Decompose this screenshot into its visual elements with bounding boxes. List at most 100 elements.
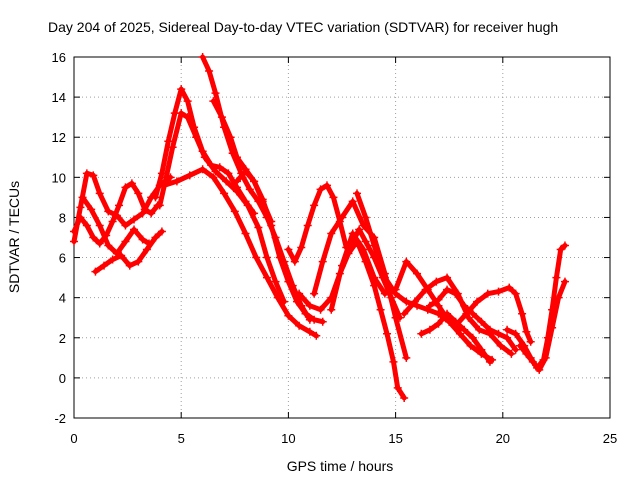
data-point <box>376 305 385 314</box>
data-point <box>275 253 284 262</box>
data-point <box>355 225 364 234</box>
data-point <box>338 213 346 222</box>
data-point <box>400 393 409 402</box>
data-point <box>535 365 544 374</box>
data-point <box>104 207 113 216</box>
data-point <box>121 237 130 246</box>
series-trace <box>517 279 568 373</box>
data-point <box>462 309 471 318</box>
data-point <box>402 257 411 266</box>
data-point <box>134 189 143 198</box>
data-point <box>209 173 218 182</box>
y-tick-label: 16 <box>52 50 66 65</box>
data-point <box>222 177 231 186</box>
data-point <box>151 233 160 242</box>
data-point <box>423 305 432 314</box>
data-point <box>295 289 304 298</box>
data-point <box>297 243 306 252</box>
data-point <box>267 221 276 230</box>
data-point <box>254 223 263 232</box>
data-point <box>76 213 85 222</box>
data-point <box>318 317 327 326</box>
data-point <box>70 227 78 236</box>
data-point <box>112 249 121 258</box>
data-point <box>76 203 85 212</box>
data-point <box>177 109 186 118</box>
data-point <box>485 357 494 366</box>
data-point <box>284 245 293 254</box>
data-point <box>232 153 241 162</box>
data-point <box>443 285 452 294</box>
data-point <box>560 241 569 250</box>
data-point <box>284 311 293 320</box>
y-tick-label: 4 <box>59 291 66 306</box>
x-tick-label: 25 <box>603 431 617 446</box>
data-point <box>241 167 250 176</box>
data-point <box>121 183 130 192</box>
data-point <box>232 177 241 186</box>
data-point <box>95 239 104 248</box>
data-point <box>82 169 91 178</box>
data-point <box>100 261 109 270</box>
y-tick-label: 8 <box>59 210 66 225</box>
data-point <box>541 353 550 362</box>
x-tick-label: 10 <box>281 431 295 446</box>
data-point <box>316 185 325 194</box>
data-point <box>560 277 569 286</box>
chart-title: Day 204 of 2025, Sidereal Day-to-day VTE… <box>48 19 558 35</box>
data-point <box>252 253 261 262</box>
data-point <box>348 197 357 206</box>
data-point <box>305 301 314 310</box>
data-point <box>425 325 434 334</box>
data-point <box>160 181 169 190</box>
data-point <box>198 53 207 61</box>
data-point <box>127 179 136 188</box>
data-series-arc-6 <box>155 109 289 306</box>
x-tick-label: 20 <box>496 431 510 446</box>
data-point <box>460 325 469 334</box>
data-point <box>402 353 411 362</box>
data-point <box>70 237 78 246</box>
data-point <box>108 217 117 226</box>
data-point <box>168 143 177 152</box>
data-point <box>134 257 143 266</box>
data-point <box>230 207 239 216</box>
data-series-arc-16 <box>400 273 516 358</box>
data-point <box>477 317 486 326</box>
data-point <box>443 273 452 282</box>
data-point <box>295 321 304 330</box>
data-point <box>511 345 520 354</box>
data-point <box>310 289 319 298</box>
data-point <box>192 133 201 142</box>
data-point <box>451 321 460 330</box>
x-tick-label: 5 <box>178 431 185 446</box>
data-point <box>511 289 520 298</box>
data-point <box>117 251 126 260</box>
data-point <box>417 329 426 338</box>
series-trace <box>453 285 534 345</box>
series-trace <box>311 198 409 361</box>
data-point <box>183 97 192 106</box>
data-point <box>121 221 130 230</box>
data-point <box>370 241 379 250</box>
data-series-arc-17 <box>417 309 494 366</box>
data-point <box>522 349 531 358</box>
data-point <box>443 309 452 318</box>
data-point <box>380 289 389 298</box>
data-point <box>142 245 151 254</box>
data-point <box>205 67 214 76</box>
data-point <box>391 313 400 322</box>
data-point <box>322 181 331 190</box>
data-point <box>460 301 469 310</box>
data-point <box>211 89 220 98</box>
data-point <box>451 289 460 298</box>
data-point <box>183 113 192 122</box>
data-point <box>361 237 370 246</box>
data-point <box>528 357 537 366</box>
data-point <box>258 195 267 204</box>
data-point <box>82 221 91 230</box>
data-point <box>496 341 505 350</box>
data-point <box>78 193 87 202</box>
data-series-arc-10 <box>232 167 327 326</box>
